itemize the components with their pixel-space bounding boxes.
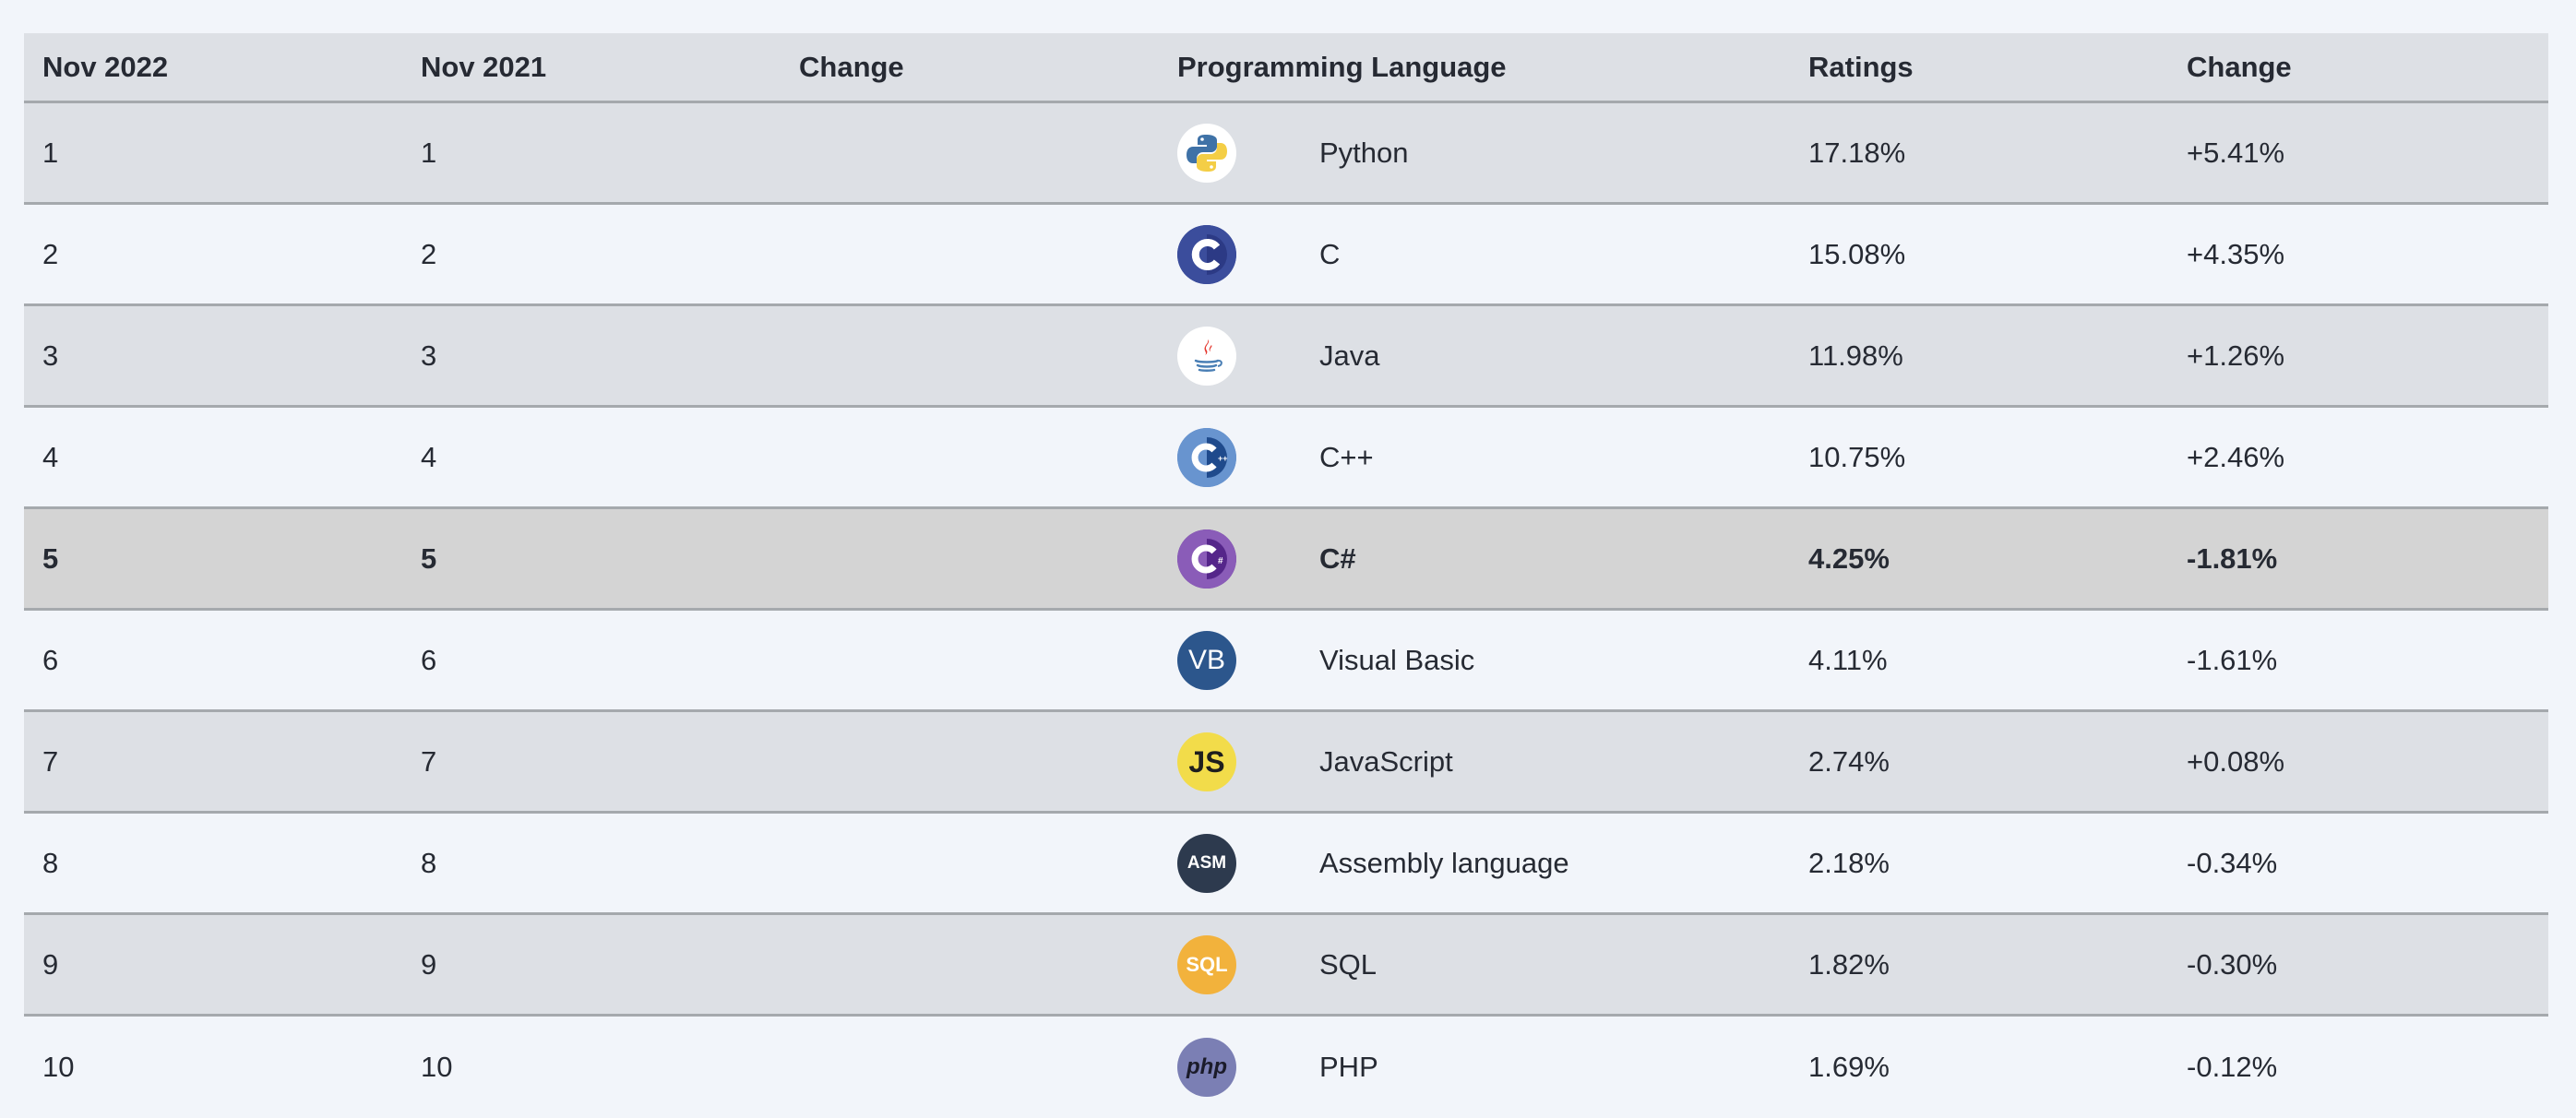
rank-nov-2022: 4: [42, 440, 59, 473]
rank-nov-2021: 9: [421, 947, 437, 981]
assembly-logo-icon: ASM: [1177, 833, 1236, 893]
rank-nov-2022: 5: [42, 541, 59, 575]
language-cell: C: [1159, 224, 1790, 284]
java-logo-icon: [1177, 326, 1236, 386]
header-change-rank[interactable]: Change: [799, 50, 904, 83]
rating-value: 1.82%: [1808, 947, 1890, 981]
rating-change: +1.26%: [2187, 339, 2285, 372]
table-row-highlighted: 5 5 # C# 4.25% -1.81%: [24, 509, 2548, 611]
language-cell: ASM Assembly language: [1159, 833, 1790, 893]
language-cell: SQL SQL: [1159, 934, 1790, 994]
rank-nov-2021: 8: [421, 846, 437, 879]
rank-nov-2022: 9: [42, 947, 59, 981]
language-name[interactable]: Python: [1319, 136, 1409, 169]
javascript-logo-icon: JS: [1177, 731, 1236, 791]
rank-nov-2022: 10: [42, 1051, 75, 1083]
csharp-logo-icon: #: [1177, 529, 1236, 589]
rating-value: 4.11%: [1808, 643, 1888, 676]
rank-nov-2021: 10: [421, 1051, 453, 1083]
php-logo-icon: php: [1177, 1038, 1236, 1097]
table-row: 3 3 Java 11.98% +1.26%: [24, 306, 2548, 408]
language-name[interactable]: C++: [1319, 440, 1374, 473]
header-programming-language[interactable]: Programming Language: [1177, 50, 1507, 83]
table-row: 6 6 VB Visual Basic 4.11% -1.61%: [24, 611, 2548, 712]
visual-basic-logo-icon: VB: [1177, 630, 1236, 690]
header-nov-2022[interactable]: Nov 2022: [42, 50, 169, 83]
rank-nov-2022: 8: [42, 846, 59, 879]
rating-value: 1.69%: [1808, 1051, 1890, 1083]
header-nov-2021[interactable]: Nov 2021: [421, 50, 547, 83]
rating-value: 10.75%: [1808, 440, 1906, 473]
rating-value: 17.18%: [1808, 136, 1906, 169]
rank-nov-2021: 7: [421, 744, 437, 778]
language-cell: ++ C++: [1159, 427, 1790, 487]
table-row: 8 8 ASM Assembly language 2.18% -0.34%: [24, 814, 2548, 915]
language-name[interactable]: Visual Basic: [1319, 643, 1475, 676]
rank-nov-2021: 4: [421, 440, 437, 473]
language-cell: # C#: [1159, 529, 1790, 589]
table-row: 10 10 php PHP 1.69% -0.12%: [24, 1017, 2548, 1118]
language-name[interactable]: Java: [1319, 339, 1380, 372]
language-name[interactable]: Assembly language: [1319, 846, 1569, 879]
sql-logo-icon: SQL: [1177, 934, 1236, 994]
table-row: 1 1 Python 17.18% +5.41%: [24, 103, 2548, 205]
language-name[interactable]: SQL: [1319, 947, 1377, 981]
rating-value: 2.74%: [1808, 744, 1890, 778]
rating-change: +5.41%: [2187, 136, 2285, 169]
rating-change: -0.30%: [2187, 947, 2278, 981]
header-ratings[interactable]: Ratings: [1808, 50, 1914, 83]
rating-change: +0.08%: [2187, 744, 2285, 778]
language-name[interactable]: C#: [1319, 541, 1356, 575]
table-row: 9 9 SQL SQL 1.82% -0.30%: [24, 915, 2548, 1017]
ranking-table: Nov 2022 Nov 2021 Change Programming Lan…: [24, 33, 2548, 1118]
c-logo-icon: [1177, 224, 1236, 284]
rating-value: 11.98%: [1808, 339, 1903, 372]
language-cell: JS JavaScript: [1159, 731, 1790, 791]
rating-value: 2.18%: [1808, 846, 1890, 879]
rank-nov-2021: 2: [421, 237, 437, 270]
rank-nov-2021: 6: [421, 643, 437, 676]
rating-change: +2.46%: [2187, 440, 2285, 473]
language-cell: Java: [1159, 326, 1790, 386]
rank-nov-2022: 7: [42, 744, 59, 778]
table-row: 2 2 C 15.08% +4.35%: [24, 205, 2548, 306]
rank-nov-2022: 6: [42, 643, 59, 676]
svg-text:#: #: [1218, 556, 1223, 566]
rating-change: -0.12%: [2187, 1051, 2278, 1083]
language-name[interactable]: PHP: [1319, 1051, 1378, 1083]
rating-change: -1.81%: [2187, 541, 2278, 575]
python-logo-icon: [1177, 123, 1236, 183]
rank-nov-2022: 1: [42, 136, 59, 169]
rank-nov-2021: 5: [421, 541, 437, 575]
language-cell: Python: [1159, 123, 1790, 183]
rating-value: 4.25%: [1808, 541, 1890, 575]
language-cell: VB Visual Basic: [1159, 630, 1790, 690]
rating-change: -1.61%: [2187, 643, 2278, 676]
rating-value: 15.08%: [1808, 237, 1906, 270]
table-row: 7 7 JS JavaScript 2.74% +0.08%: [24, 712, 2548, 814]
language-name[interactable]: C: [1319, 237, 1341, 270]
rank-nov-2022: 3: [42, 339, 59, 372]
rating-change: -0.34%: [2187, 846, 2278, 879]
rating-change: +4.35%: [2187, 237, 2285, 270]
cpp-logo-icon: ++: [1177, 427, 1236, 487]
rank-nov-2022: 2: [42, 237, 59, 270]
language-cell: php PHP: [1159, 1038, 1790, 1097]
rank-nov-2021: 1: [421, 136, 437, 169]
svg-text:++: ++: [1218, 454, 1228, 463]
table-row: 4 4 ++ C++ 10.75% +2.46%: [24, 408, 2548, 509]
rank-nov-2021: 3: [421, 339, 437, 372]
table-header: Nov 2022 Nov 2021 Change Programming Lan…: [24, 33, 2548, 103]
language-name[interactable]: JavaScript: [1319, 744, 1453, 778]
header-change-ratings[interactable]: Change: [2187, 50, 2292, 83]
